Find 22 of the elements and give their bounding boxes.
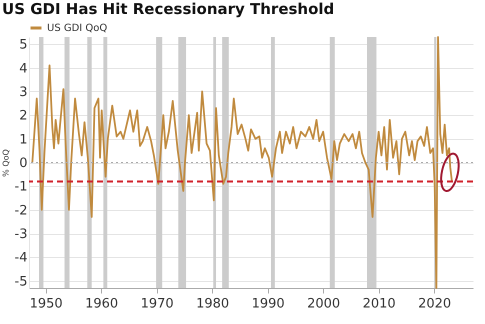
y-tick-label: 4	[19, 61, 28, 76]
y-tick-label: 5	[19, 38, 28, 53]
chart-title: US GDI Has Hit Recessionary Threshold	[2, 0, 334, 18]
y-tick-label: -3	[14, 227, 28, 242]
text: US GDI QoQ	[47, 23, 108, 34]
x-tick-label: 1970	[140, 296, 174, 312]
y-tick-label: -1	[14, 180, 28, 195]
x-tick-label: 1950	[30, 296, 63, 312]
x-tick-label: 2010	[362, 296, 396, 312]
x-tick-label: 1990	[252, 296, 285, 312]
y-tick-label: -4	[14, 250, 28, 266]
x-tick-label: 1980	[196, 296, 230, 312]
y-tick-label: -5	[14, 274, 28, 290]
y-tick-label: 2	[19, 108, 28, 124]
y-axis-title: % QoQ	[2, 149, 11, 177]
y-tick-label: -2	[14, 203, 28, 218]
y-tick-label: 1	[19, 132, 28, 148]
x-tick-label: 1960	[85, 296, 118, 312]
y-tick-label: 0	[19, 156, 28, 171]
x-tick-label: 2000	[307, 296, 340, 312]
y-tick-label: 3	[19, 84, 28, 100]
x-tick-label: 2020	[418, 296, 452, 312]
